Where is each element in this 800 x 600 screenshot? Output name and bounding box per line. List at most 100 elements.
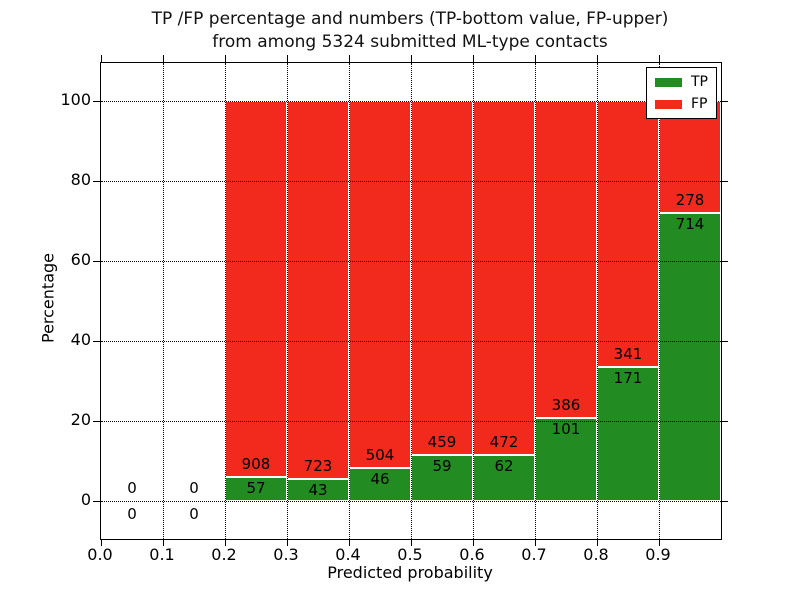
y-tick-right-40 [721,340,728,342]
x-tick-bottom-0.7 [534,539,536,546]
fp-count-label-0.7: 386 [551,396,581,415]
x-tick-bottom-0.8 [596,539,598,546]
y-tick-label-80: 80 [70,170,91,189]
bar-fp-0.8 [597,101,659,368]
x-tick-label-0.3: 0.3 [273,545,299,564]
y-tick-right-0 [721,500,728,502]
fp-count-label-0.4: 504 [365,445,395,464]
fp-count-label-0.1: 0 [189,479,199,497]
legend-label-fp: FP [691,96,708,112]
y-tick-left-40 [92,340,100,342]
y-tick-label-20: 20 [70,410,91,429]
plot-area: TP FP 0 0 0 0 908 57 723 43 504 46 459 59 472 62 386 10… [92,54,728,546]
y-tick-left-60 [92,260,100,262]
x-tick-bottom-0.0 [100,539,102,546]
bar-tp-0.4 [349,467,411,501]
x-tick-label-0.2: 0.2 [211,545,237,564]
tp-count-label-0.4: 46 [370,469,390,488]
bar-fp-0.2 [225,101,287,478]
gridline-x-0.3 [287,63,288,539]
x-tick-label-0.9: 0.9 [645,545,671,564]
gridline-x-0.1 [163,63,164,539]
x-tick-top-0.4 [348,54,350,62]
tp-count-label-0.1: 0 [189,505,199,523]
x-tick-top-0.3 [286,54,288,62]
y-tick-right-60 [721,260,728,262]
x-tick-top-0.2 [224,54,226,62]
y-tick-label-100: 100 [60,90,91,109]
x-tick-top-0.9 [658,54,660,62]
legend-item-tp: TP [655,75,708,89]
x-tick-bottom-0.5 [410,539,412,546]
chart-title-line1: TP /FP percentage and numbers (TP-bottom… [151,9,669,29]
x-tick-label-0.4: 0.4 [335,545,361,564]
gridline-x-0.2 [225,63,226,539]
tp-count-label-0.5: 59 [432,457,452,476]
fp-count-label-0.9: 278 [675,191,705,210]
bar-tp-0.7 [535,418,597,501]
x-tick-bottom-0.6 [472,539,474,546]
bar-tp-0.6 [473,454,535,501]
fp-count-label-0.8: 341 [613,345,643,364]
bar-fp-0.3 [287,101,349,479]
tp-count-label-0.0: 0 [127,505,137,523]
y-tick-left-20 [92,420,100,422]
tp-count-label-0.9: 714 [675,215,705,234]
bar-fp-0.5 [411,101,473,456]
x-tick-top-0.7 [534,54,536,62]
y-tick-label-60: 60 [70,250,91,269]
chart-title-line2: from among 5324 submitted ML-type contac… [212,32,608,52]
fp-count-label-0.6: 472 [489,432,519,451]
x-tick-label-0.7: 0.7 [521,545,547,564]
fp-count-label-0.2: 908 [241,455,271,474]
tp-count-label-0.2: 57 [246,479,266,498]
gridline-x-0.4 [349,63,350,539]
bar-fp-0.7 [535,101,597,419]
tp-count-label-0.3: 43 [308,480,328,499]
gridline-x-0.7 [535,63,536,539]
y-tick-label-0: 0 [80,490,91,509]
fp-count-label-0.0: 0 [127,479,137,497]
tp-count-label-0.7: 101 [551,420,581,439]
y-tick-left-100 [92,100,100,102]
bar-fp-0.4 [349,101,411,468]
x-tick-label-0.1: 0.1 [149,545,175,564]
gridline-x-0.6 [473,63,474,539]
chart-title: TP /FP percentage and numbers (TP-bottom… [100,8,720,54]
x-tick-top-0.6 [472,54,474,62]
x-tick-label-0.6: 0.6 [459,545,485,564]
x-axis-label: Predicted probability [327,563,493,582]
y-tick-label-40: 40 [70,330,91,349]
legend-label-tp: TP [691,74,708,90]
y-tick-left-0 [92,500,100,502]
y-tick-right-100 [721,100,728,102]
legend-item-fp: FP [655,97,708,111]
x-tick-top-0.1 [162,54,164,62]
y-tick-right-80 [721,180,728,182]
x-tick-label-0.5: 0.5 [397,545,423,564]
x-tick-bottom-0.1 [162,539,164,546]
gridline-x-0.8 [597,63,598,539]
x-tick-label-0.0: 0.0 [87,545,113,564]
x-tick-top-0.0 [100,54,102,62]
x-tick-label-0.8: 0.8 [583,545,609,564]
tp-count-label-0.6: 62 [494,456,514,475]
x-tick-bottom-0.9 [658,539,660,546]
fp-count-label-0.5: 459 [427,433,457,452]
x-tick-top-0.8 [596,54,598,62]
y-tick-right-20 [721,420,728,422]
legend: TP FP [646,67,717,119]
y-tick-left-80 [92,180,100,182]
bar-fp-0.9 [659,101,721,214]
bar-tp-0.9 [659,213,721,501]
x-tick-bottom-0.4 [348,539,350,546]
tp-count-label-0.8: 171 [613,369,643,388]
x-tick-top-0.5 [410,54,412,62]
gridline-x-0.9 [659,63,660,539]
fp-swatch-icon [655,99,682,109]
bar-fp-0.6 [473,101,535,455]
fp-count-label-0.3: 723 [303,456,333,475]
bar-tp-0.8 [597,367,659,501]
x-tick-bottom-0.2 [224,539,226,546]
tp-swatch-icon [655,77,682,87]
